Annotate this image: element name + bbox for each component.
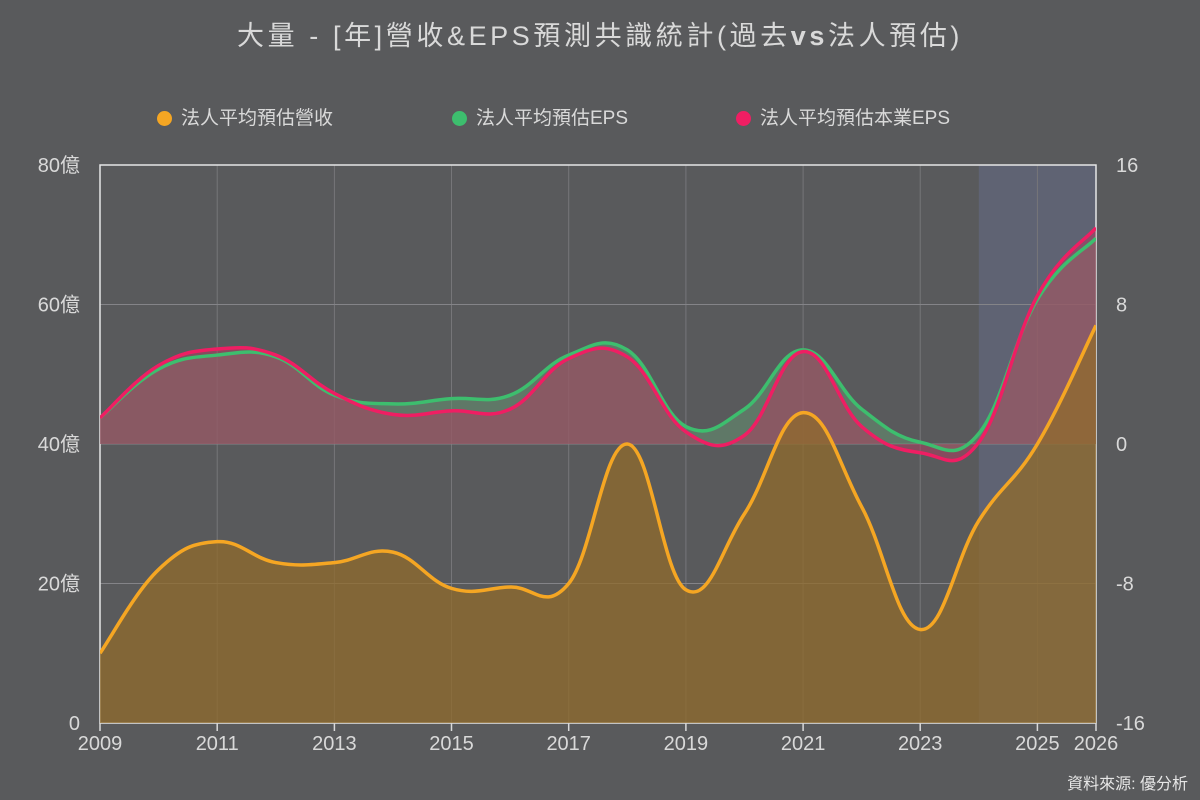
svg-text:20億: 20億	[38, 573, 80, 596]
svg-text:2019: 2019	[664, 733, 709, 755]
svg-text:2013: 2013	[312, 733, 357, 755]
svg-text:40億: 40億	[38, 433, 80, 456]
svg-text:2017: 2017	[546, 733, 591, 755]
svg-text:-8: -8	[1116, 574, 1134, 596]
svg-text:0: 0	[1116, 434, 1127, 456]
svg-text:2011: 2011	[196, 733, 239, 755]
svg-text:8: 8	[1116, 295, 1127, 317]
svg-text:16: 16	[1116, 155, 1138, 177]
svg-text:2021: 2021	[781, 733, 826, 755]
svg-text:2023: 2023	[898, 733, 943, 755]
svg-text:80億: 80億	[38, 154, 80, 177]
svg-text:2009: 2009	[78, 733, 123, 755]
svg-text:0: 0	[69, 713, 80, 735]
svg-text:2026: 2026	[1074, 733, 1119, 755]
svg-text:-16: -16	[1116, 713, 1145, 735]
svg-text:2025: 2025	[1015, 733, 1060, 755]
svg-text:2015: 2015	[429, 733, 474, 755]
svg-text:60億: 60億	[38, 294, 80, 317]
